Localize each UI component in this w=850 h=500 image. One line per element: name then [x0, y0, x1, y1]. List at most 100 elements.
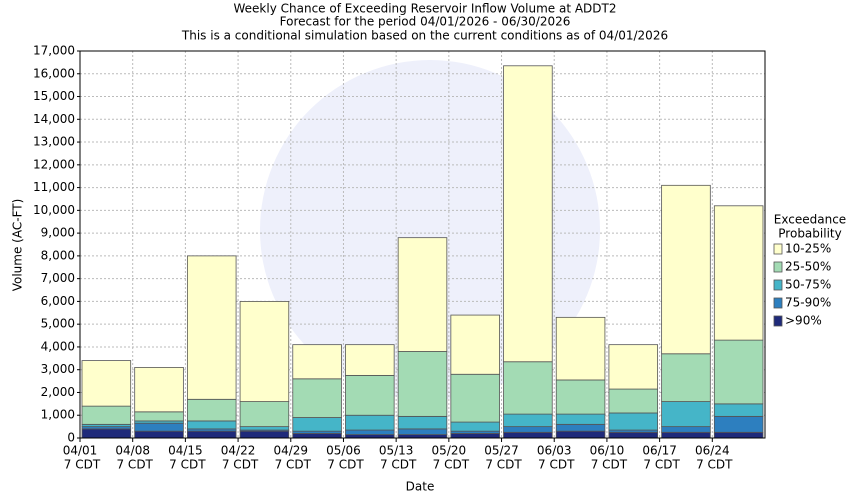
bar-segment	[608, 431, 659, 439]
y-tick-label: 8,000	[41, 248, 75, 262]
bar-segment	[345, 374, 395, 416]
bar-segment	[713, 431, 764, 439]
bar-segment	[292, 378, 342, 418]
bar-segment	[345, 434, 395, 439]
bar-segment	[661, 184, 711, 355]
bar-segment	[292, 344, 342, 380]
x-tick-sublabel: 7 CDT	[169, 458, 206, 472]
y-tick-label: 5,000	[41, 317, 75, 331]
y-tick-label: 7,000	[41, 271, 75, 285]
chart-title: Weekly Chance of Exceeding Reservoir Inf…	[234, 2, 617, 16]
bar-segment	[345, 344, 395, 376]
x-tick-sublabel: 7 CDT	[275, 458, 312, 472]
bar-segment	[81, 405, 132, 425]
y-tick-label: 16,000	[33, 66, 75, 80]
x-tick-sublabel: 7 CDT	[222, 458, 259, 472]
y-tick-label: 13,000	[33, 135, 75, 149]
bar-segment	[186, 420, 237, 430]
legend-swatch	[773, 297, 783, 309]
bar-segment	[397, 428, 448, 435]
x-tick-label: 06/03	[537, 444, 572, 458]
bar-segment	[186, 255, 237, 400]
bar-segment	[503, 431, 553, 439]
legend-label: 25-50%	[785, 260, 831, 274]
bar-segment	[661, 431, 711, 439]
y-tick-label: 2,000	[41, 385, 75, 399]
bar-segment	[186, 430, 237, 439]
bar-segment	[555, 379, 606, 415]
bar-segment	[239, 426, 290, 431]
x-tick-label: 04/15	[168, 444, 203, 458]
bar-segment	[450, 314, 500, 375]
legend-label: 75-90%	[785, 296, 831, 310]
x-tick-label: 06/24	[695, 444, 730, 458]
bar-segment	[608, 344, 659, 390]
bar-segment	[555, 430, 606, 439]
bar-segment	[503, 426, 553, 433]
x-tick-sublabel: 7 CDT	[116, 458, 153, 472]
bar-segment	[555, 316, 606, 381]
x-tick-sublabel: 7 CDT	[591, 458, 628, 472]
bar-segment	[81, 428, 132, 439]
y-tick-label: 3,000	[41, 362, 75, 376]
bar-segment	[292, 417, 342, 432]
legend-swatch	[773, 261, 783, 273]
bar-segment	[239, 430, 290, 439]
x-axis-label: Date	[406, 480, 435, 494]
y-tick-label: 4,000	[41, 339, 75, 353]
x-tick-label: 05/13	[379, 444, 414, 458]
bar-segment	[608, 412, 659, 431]
bar-segment	[239, 301, 290, 402]
legend-title: Probability	[778, 227, 841, 241]
bar-segment	[661, 426, 711, 433]
bar-segment	[713, 403, 764, 417]
bar-segment	[397, 351, 448, 417]
chart-note: This is a conditional simulation based o…	[181, 29, 668, 43]
x-tick-label: 05/20	[432, 444, 467, 458]
legend-label: >90%	[785, 314, 822, 328]
bar-segment	[555, 423, 606, 432]
bar-segment	[450, 373, 500, 423]
plot-frame	[79, 50, 766, 439]
bar-segment	[134, 411, 184, 422]
x-tick-label: 05/27	[484, 444, 519, 458]
x-tick-label: 05/06	[326, 444, 361, 458]
y-tick-label: 1,000	[41, 408, 75, 422]
x-tick-label: 04/08	[115, 444, 150, 458]
bar-segment	[345, 414, 395, 431]
bar-segment	[397, 434, 448, 439]
bar-segment	[345, 429, 395, 435]
bar-segment	[81, 360, 132, 407]
chart-subtitle: Forecast for the period 04/01/2026 - 06/…	[280, 15, 571, 29]
bar-segment	[713, 205, 764, 341]
legend-swatch	[773, 315, 783, 327]
bar-segment	[450, 421, 500, 432]
legend-label: 50-75%	[785, 278, 831, 292]
bar-segment	[186, 398, 237, 422]
bar-segment	[239, 401, 290, 428]
bar-segment	[450, 433, 500, 439]
y-axis-label: Volume (AC-FT)	[11, 199, 25, 292]
bar-segment	[397, 415, 448, 430]
x-tick-sublabel: 7 CDT	[327, 458, 364, 472]
x-tick-sublabel: 7 CDT	[538, 458, 575, 472]
x-tick-label: 04/22	[221, 444, 256, 458]
x-tick-label: 06/17	[642, 444, 677, 458]
x-tick-sublabel: 7 CDT	[433, 458, 470, 472]
x-tick-label: 04/29	[273, 444, 308, 458]
y-tick-label: 15,000	[33, 89, 75, 103]
legend-swatch	[773, 243, 783, 255]
bar-segment	[713, 339, 764, 405]
y-tick-label: 11,000	[33, 180, 75, 194]
legend-title: Exceedance	[774, 213, 846, 227]
y-tick-label: 17,000	[33, 44, 75, 58]
bar-segment	[503, 361, 553, 415]
bar-segment	[503, 65, 553, 363]
x-tick-label: 06/10	[590, 444, 625, 458]
y-tick-label: 0	[67, 431, 75, 445]
y-tick-label: 14,000	[33, 112, 75, 126]
y-tick-label: 12,000	[33, 157, 75, 171]
x-tick-sublabel: 7 CDT	[696, 458, 733, 472]
bar-segment	[134, 430, 184, 439]
